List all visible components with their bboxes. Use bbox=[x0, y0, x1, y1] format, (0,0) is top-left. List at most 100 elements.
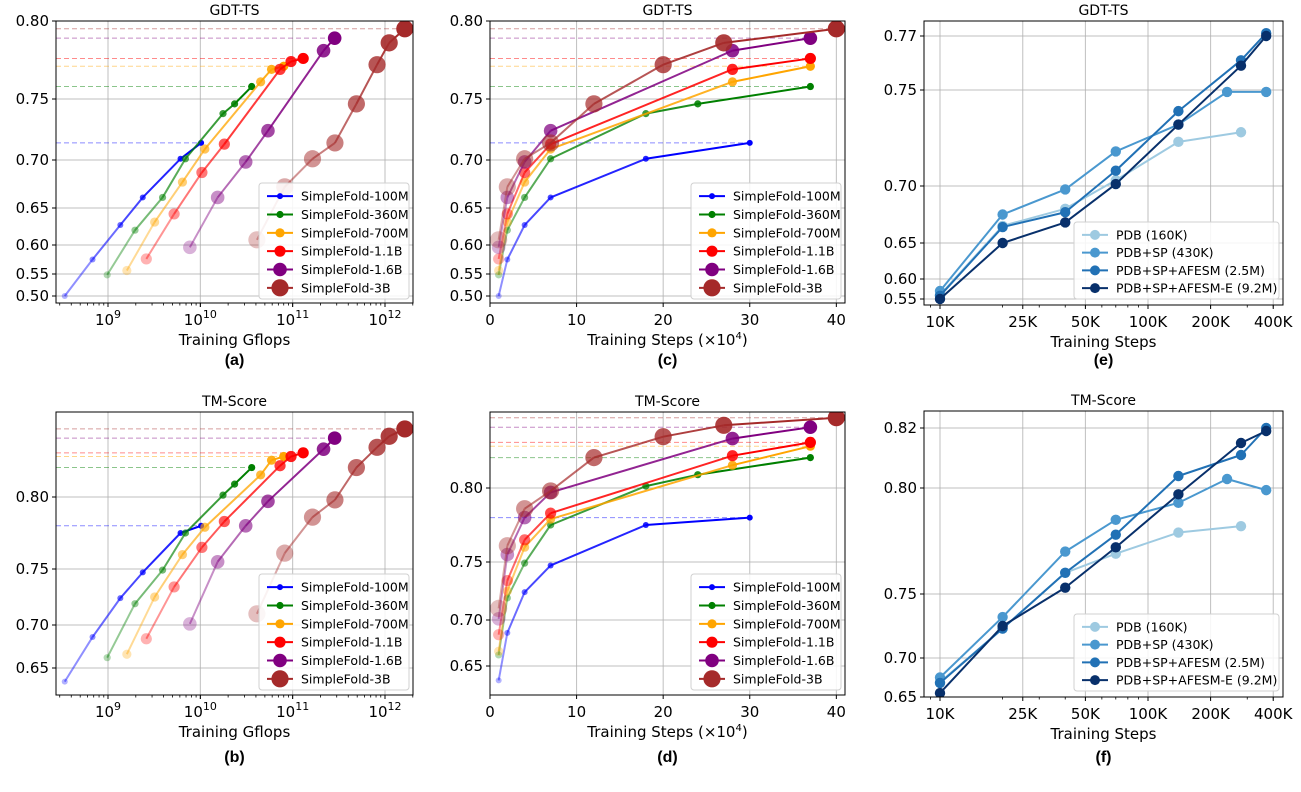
y-tick-label: 0.75 bbox=[884, 585, 917, 603]
data-point bbox=[516, 150, 534, 168]
x-axis-label: Training Gflops bbox=[178, 331, 291, 349]
panel-label: (f) bbox=[1096, 749, 1112, 766]
legend-item: SimpleFold-700M bbox=[699, 616, 841, 631]
legend-item: SimpleFold-360M bbox=[267, 598, 409, 613]
x-axis-label: Training Gflops bbox=[178, 723, 291, 741]
series-line-segment bbox=[267, 50, 325, 132]
series-simplefold-700m bbox=[122, 451, 289, 659]
data-point bbox=[585, 95, 603, 113]
panel-f: 0.65 0.70 0.75 0.80 0.82 10K 25K 50K 100K 200K 400… bbox=[884, 393, 1294, 766]
series-line-segment bbox=[645, 102, 698, 115]
series-line-segment bbox=[497, 580, 509, 635]
series-line-segment bbox=[125, 596, 156, 655]
data-point bbox=[934, 293, 946, 305]
x-tick-label: 50K bbox=[1071, 313, 1101, 331]
series-line-segment bbox=[233, 85, 253, 105]
series-line-segment bbox=[106, 229, 136, 276]
data-point bbox=[654, 56, 672, 74]
y-tick-label: 0.70 bbox=[16, 151, 49, 169]
series-line-segment bbox=[662, 41, 725, 66]
series-line-segment bbox=[939, 213, 1004, 292]
x-axis-label: Training Steps bbox=[1050, 333, 1157, 351]
legend-item: SimpleFold-1.1B bbox=[699, 635, 834, 650]
data-point bbox=[545, 507, 557, 519]
legend-item: PDB+SP (430K) bbox=[1082, 245, 1213, 260]
series-line-segment bbox=[497, 590, 509, 652]
series-line-segment bbox=[1226, 478, 1267, 492]
data-point bbox=[196, 166, 208, 179]
data-point bbox=[1221, 86, 1233, 98]
data-point bbox=[543, 123, 558, 138]
data-point bbox=[1173, 136, 1184, 148]
y-tick-label: 0.65 bbox=[450, 199, 483, 217]
legend-item: SimpleFold-700M bbox=[267, 616, 409, 631]
data-point bbox=[725, 431, 740, 446]
legend-marker bbox=[703, 670, 721, 688]
data-point bbox=[494, 265, 504, 276]
series-line-segment bbox=[134, 196, 164, 231]
data-point bbox=[500, 190, 515, 205]
legend-marker bbox=[1090, 621, 1100, 632]
y-tick-label: 0.65 bbox=[16, 199, 49, 217]
x-tick-label: 400K bbox=[1254, 705, 1294, 723]
series-line-segment bbox=[1064, 518, 1117, 553]
series-line-segment bbox=[550, 80, 733, 150]
series-line-segment bbox=[506, 546, 526, 592]
data-point bbox=[519, 534, 531, 546]
series-line-segment bbox=[497, 597, 509, 656]
data-point bbox=[1260, 425, 1272, 437]
legend: PDB (160K) PDB+SP (430K) PDB+SP+AFESM (2.5… bbox=[1073, 221, 1280, 300]
chart-title: GDT-TS bbox=[209, 3, 259, 19]
data-point bbox=[396, 420, 413, 438]
x-tick-label: 20 bbox=[654, 311, 673, 329]
legend-item: PDB+SP (430K) bbox=[1082, 637, 1213, 652]
data-point bbox=[521, 193, 529, 202]
data-point bbox=[276, 544, 294, 562]
data-point bbox=[368, 438, 386, 456]
series-line-segment bbox=[662, 424, 724, 438]
series-line-segment bbox=[593, 63, 664, 105]
data-point bbox=[122, 265, 132, 276]
data-point bbox=[654, 428, 672, 446]
data-point bbox=[266, 455, 277, 465]
legend-label: SimpleFold-360M bbox=[733, 598, 841, 613]
x-tick-label: 50K bbox=[1071, 705, 1101, 723]
series-simplefold-1-1b bbox=[493, 436, 816, 641]
legend-label: SimpleFold-3B bbox=[301, 671, 391, 686]
y-tick-label: 0.80 bbox=[16, 488, 49, 506]
data-point bbox=[1260, 86, 1272, 98]
series-line-segment bbox=[1115, 123, 1180, 185]
x-axis-label: Training Steps (×104) bbox=[586, 723, 747, 741]
data-point bbox=[1110, 542, 1121, 553]
plot-area bbox=[490, 21, 845, 299]
data-point bbox=[1173, 489, 1184, 500]
series-line-segment bbox=[173, 171, 203, 215]
series-line-segment bbox=[723, 27, 837, 44]
data-point bbox=[1260, 484, 1272, 496]
data-point bbox=[500, 547, 515, 562]
series-line-segment bbox=[732, 445, 811, 467]
data-point bbox=[1235, 449, 1247, 461]
data-point bbox=[183, 240, 197, 255]
data-point bbox=[827, 21, 845, 38]
data-point bbox=[238, 155, 253, 169]
data-point bbox=[490, 599, 508, 618]
legend-label: SimpleFold-1.1B bbox=[301, 635, 402, 650]
data-point bbox=[1060, 184, 1071, 195]
data-point bbox=[1060, 582, 1071, 593]
data-point bbox=[131, 600, 139, 608]
series-line-segment bbox=[1002, 586, 1066, 627]
series-line-segment bbox=[119, 571, 144, 599]
series-line-segment bbox=[216, 525, 247, 563]
axes-frame bbox=[489, 411, 846, 696]
legend-item: SimpleFold-360M bbox=[699, 207, 841, 222]
data-point bbox=[218, 138, 230, 150]
series-line-segment bbox=[697, 85, 811, 105]
legend-label: SimpleFold-100M bbox=[733, 580, 841, 595]
series-line-segment bbox=[523, 158, 552, 198]
legend-marker bbox=[1090, 283, 1100, 294]
legend-marker bbox=[1090, 265, 1100, 276]
series-line-segment bbox=[223, 68, 281, 145]
series-line-segment bbox=[223, 465, 281, 523]
legend-marker bbox=[1090, 639, 1100, 650]
